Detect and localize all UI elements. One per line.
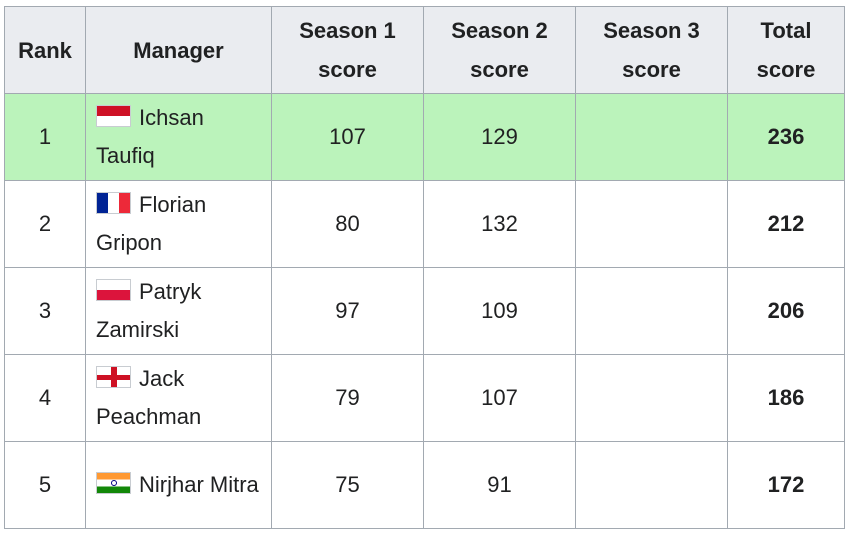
- table-row: 4 Jack Peachman 79 107 186: [4, 354, 845, 442]
- season1-cell: 107: [271, 93, 424, 181]
- total-cell: 212: [727, 180, 845, 268]
- france-flag-icon: [96, 192, 131, 214]
- season3-cell: [575, 267, 728, 355]
- rank-cell: 5: [4, 441, 86, 529]
- season1-cell: 75: [271, 441, 424, 529]
- manager-cell: Florian Gripon: [85, 180, 272, 268]
- table-row: 3 Patryk Zamirski 97 109 206: [4, 267, 845, 355]
- manager-name-link[interactable]: Nirjhar Mitra: [139, 472, 259, 497]
- season3-cell: [575, 354, 728, 442]
- manager-cell: Nirjhar Mitra: [85, 441, 272, 529]
- rank-cell: 4: [4, 354, 86, 442]
- table-row: 1 Ichsan Taufiq 107 129 236: [4, 93, 845, 181]
- season2-cell: 129: [423, 93, 576, 181]
- header-season1[interactable]: Season 1 score: [271, 6, 424, 94]
- season1-cell: 97: [271, 267, 424, 355]
- header-rank[interactable]: Rank: [4, 6, 86, 94]
- table-row: 2 Florian Gripon 80 132 212: [4, 180, 845, 268]
- season1-cell: 79: [271, 354, 424, 442]
- england-flag-icon: [96, 366, 131, 388]
- manager-name-link[interactable]: Ichsan Taufiq: [96, 105, 204, 168]
- header-manager[interactable]: Manager: [85, 6, 272, 94]
- table-row: 5 Nirjhar Mitra 75 91 172: [4, 441, 845, 529]
- manager-name-link[interactable]: Florian Gripon: [96, 192, 207, 255]
- season1-cell: 80: [271, 180, 424, 268]
- manager-cell: Patryk Zamirski: [85, 267, 272, 355]
- total-cell: 236: [727, 93, 845, 181]
- standings-table: Rank Manager Season 1 score Season 2 sco…: [4, 6, 845, 529]
- manager-cell: Ichsan Taufiq: [85, 93, 272, 181]
- header-total[interactable]: Total score: [727, 6, 845, 94]
- season3-cell: [575, 180, 728, 268]
- poland-flag-icon: [96, 279, 131, 301]
- season3-cell: [575, 441, 728, 529]
- rank-cell: 3: [4, 267, 86, 355]
- header-row: Rank Manager Season 1 score Season 2 sco…: [4, 6, 845, 94]
- season2-cell: 107: [423, 354, 576, 442]
- total-cell: 186: [727, 354, 845, 442]
- india-flag-icon: [96, 472, 131, 494]
- manager-name-link[interactable]: Jack Peachman: [96, 366, 202, 429]
- season2-cell: 132: [423, 180, 576, 268]
- season2-cell: 91: [423, 441, 576, 529]
- header-season2[interactable]: Season 2 score: [423, 6, 576, 94]
- season3-cell: [575, 93, 728, 181]
- rank-cell: 1: [4, 93, 86, 181]
- season2-cell: 109: [423, 267, 576, 355]
- total-cell: 206: [727, 267, 845, 355]
- header-season3[interactable]: Season 3 score: [575, 6, 728, 94]
- indonesia-flag-icon: [96, 105, 131, 127]
- total-cell: 172: [727, 441, 845, 529]
- manager-name-link[interactable]: Patryk Zamirski: [96, 279, 202, 342]
- rank-cell: 2: [4, 180, 86, 268]
- manager-cell: Jack Peachman: [85, 354, 272, 442]
